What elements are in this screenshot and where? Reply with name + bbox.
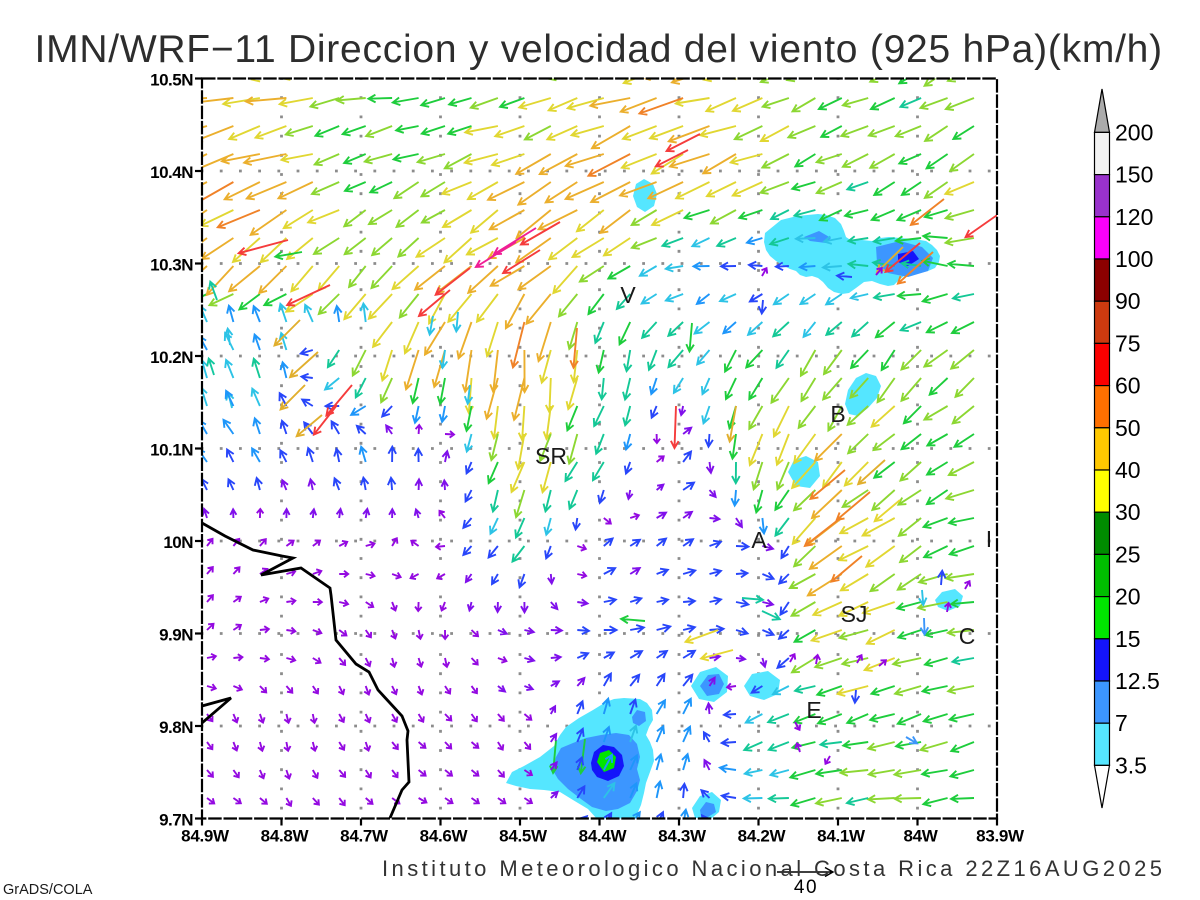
svg-text:10.5N: 10.5N [150, 71, 193, 90]
svg-text:40: 40 [794, 877, 818, 898]
svg-text:IMN/WRF−11 Direccion y velocid: IMN/WRF−11 Direccion y velocidad del vie… [35, 28, 1163, 71]
svg-text:E: E [806, 697, 821, 723]
svg-text:10.2N: 10.2N [150, 348, 193, 367]
svg-text:Instituto Meteorologico Nacion: Instituto Meteorologico Nacional Costa R… [382, 856, 1165, 881]
svg-text:15: 15 [1115, 626, 1141, 652]
svg-text:C: C [959, 623, 976, 649]
svg-text:10N: 10N [163, 533, 193, 552]
svg-text:50: 50 [1115, 415, 1141, 441]
svg-text:84W: 84W [903, 827, 938, 846]
svg-text:60: 60 [1115, 373, 1141, 399]
svg-text:20: 20 [1115, 584, 1141, 610]
svg-text:10.4N: 10.4N [150, 163, 193, 182]
svg-text:30: 30 [1115, 499, 1141, 525]
svg-text:200: 200 [1115, 119, 1153, 145]
svg-text:120: 120 [1115, 204, 1153, 230]
svg-text:7: 7 [1115, 710, 1128, 736]
svg-text:3.5: 3.5 [1115, 752, 1147, 778]
svg-text:100: 100 [1115, 246, 1153, 272]
svg-text:9.7N: 9.7N [159, 811, 193, 830]
svg-text:150: 150 [1115, 162, 1153, 188]
svg-text:GrADS/COLA: GrADS/COLA [3, 882, 93, 898]
svg-text:B: B [830, 401, 845, 427]
svg-text:83.9W: 83.9W [976, 827, 1025, 846]
svg-text:9.9N: 9.9N [159, 626, 193, 645]
svg-text:9.8N: 9.8N [159, 718, 193, 737]
svg-text:25: 25 [1115, 541, 1141, 567]
svg-text:84.9W: 84.9W [181, 827, 230, 846]
svg-text:84.3W: 84.3W [658, 827, 707, 846]
svg-text:40: 40 [1115, 457, 1141, 483]
svg-text:84.1W: 84.1W [817, 827, 866, 846]
svg-text:SJ: SJ [841, 601, 868, 627]
svg-text:84.2W: 84.2W [738, 827, 787, 846]
svg-text:I: I [986, 526, 992, 552]
svg-text:90: 90 [1115, 288, 1141, 314]
svg-text:84.8W: 84.8W [261, 827, 310, 846]
svg-text:84.5W: 84.5W [499, 827, 548, 846]
svg-text:V: V [620, 282, 636, 308]
svg-text:12.5: 12.5 [1115, 668, 1160, 694]
svg-text:A: A [751, 527, 767, 553]
svg-text:10.3N: 10.3N [150, 256, 193, 275]
svg-text:84.7W: 84.7W [340, 827, 389, 846]
svg-text:75: 75 [1115, 330, 1141, 356]
svg-text:84.4W: 84.4W [579, 827, 628, 846]
svg-text:10.1N: 10.1N [150, 441, 193, 460]
svg-text:84.6W: 84.6W [420, 827, 469, 846]
svg-text:SR: SR [535, 443, 567, 469]
